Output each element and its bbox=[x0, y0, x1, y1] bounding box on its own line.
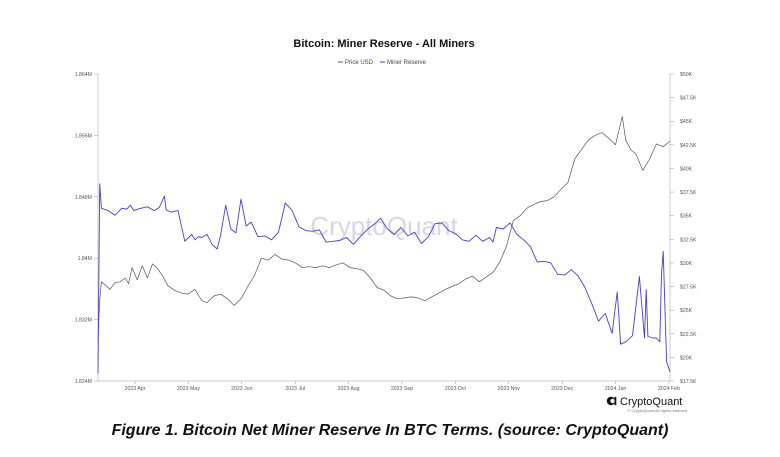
right-tick-label: $37.5K bbox=[680, 190, 697, 196]
left-tick-label: 1.824M bbox=[75, 379, 92, 385]
miner-reserve-line bbox=[97, 183, 671, 374]
left-tick-label: 1.848M bbox=[75, 195, 92, 201]
left-tick-label: 1.832M bbox=[75, 318, 92, 324]
right-tick-label: $42.5K bbox=[680, 143, 697, 149]
x-tick-label: 2023 May bbox=[177, 386, 200, 392]
x-tick-label: 2023 Apr bbox=[125, 386, 146, 392]
x-tick-label: 2024 Feb bbox=[658, 386, 680, 392]
x-tick-label: 2023 Sep bbox=[391, 386, 413, 392]
logo-mark-cutout bbox=[610, 398, 615, 404]
watermark: CryptoQuant bbox=[310, 211, 458, 241]
right-tick-label: $17.5K bbox=[680, 379, 697, 385]
legend-reserve-label: Miner Reserve bbox=[387, 60, 427, 66]
right-tick-label: $25K bbox=[680, 308, 693, 314]
legend-price-label: Price USD bbox=[345, 60, 374, 66]
right-tick-label: $35K bbox=[680, 214, 693, 220]
right-tick-label: $22.5K bbox=[680, 332, 697, 338]
x-axis-ticks: 2023 Apr 2023 May 2023 Jun 2023 Jul 2023 Aug… bbox=[125, 381, 680, 392]
right-tick-label: $32.5K bbox=[680, 237, 697, 243]
right-tick-label: $20K bbox=[680, 355, 693, 361]
chart-title: Bitcoin: Miner Reserve - All Miners bbox=[293, 38, 474, 50]
logo-mark-bar bbox=[614, 396, 617, 406]
price-usd-line bbox=[97, 116, 671, 339]
left-axis-ticks: 1.824M 1.832M 1.84M 1.848M 1.856M 1.864M bbox=[75, 72, 98, 385]
right-tick-label: $30K bbox=[680, 261, 693, 267]
right-tick-label: $47.5K bbox=[680, 96, 697, 102]
left-tick-label: 1.856M bbox=[75, 133, 92, 139]
right-tick-label: $40K bbox=[680, 166, 693, 172]
miner-reserve-chart: Bitcoin: Miner Reserve - All Miners Pric… bbox=[75, 38, 697, 413]
x-tick-label: 2023 Jun bbox=[231, 386, 252, 392]
brand-name: CryptoQuant bbox=[620, 396, 682, 408]
cryptoquant-logo: CryptoQuant © CryptoQuant All rights res… bbox=[606, 396, 687, 413]
right-axis-ticks: $17.5K $20K $22.5K $25K $27.5K $30K $32.5K $35K… bbox=[670, 72, 697, 385]
left-tick-label: 1.864M bbox=[75, 72, 92, 78]
right-tick-label: $45K bbox=[680, 119, 693, 125]
x-tick-label: 2023 Dec bbox=[551, 386, 574, 392]
left-tick-label: 1.84M bbox=[78, 256, 92, 262]
x-tick-label: 2023 Oct bbox=[445, 386, 467, 392]
legend: Price USD Miner Reserve bbox=[338, 60, 427, 66]
right-tick-label: $50K bbox=[680, 72, 693, 78]
x-tick-label: 2024 Jan bbox=[605, 386, 626, 392]
x-tick-label: 2023 Jul bbox=[285, 386, 305, 392]
figure-caption: Figure 1. Bitcoin Net Miner Reserve In B… bbox=[111, 422, 669, 439]
x-tick-label: 2023 Nov bbox=[498, 386, 521, 392]
right-tick-label: $27.5K bbox=[680, 285, 697, 291]
copyright: © CryptoQuant All rights reserved bbox=[627, 408, 687, 413]
x-tick-label: 2023 Aug bbox=[338, 386, 360, 392]
